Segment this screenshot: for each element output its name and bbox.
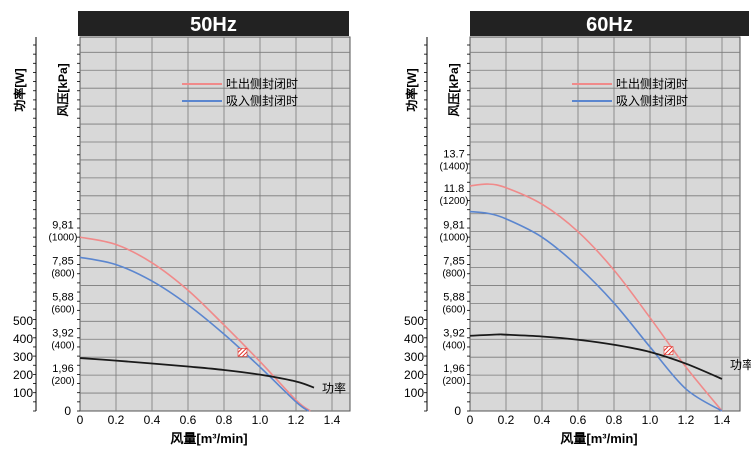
pressure-tick-sublabel: (600) — [51, 304, 74, 315]
x-axis-title: 风量[m³/min] — [170, 431, 247, 446]
power-axis-title: 功率[W] — [404, 68, 419, 111]
pressure-tick-sublabel: (1000) — [440, 232, 469, 243]
pressure-tick-label: 9,81 — [443, 219, 464, 231]
pressure-tick-sublabel: (800) — [51, 268, 74, 279]
power-curve-label: 功率 — [730, 357, 751, 372]
series-line-discharge-closed — [469, 183, 723, 412]
power-tick-label: 200 — [404, 368, 424, 382]
pressure-tick-sublabel: (1200) — [440, 196, 469, 207]
power-tick-label: 400 — [13, 332, 33, 346]
legend-label-suction: 吸入侧封闭时 — [226, 94, 298, 108]
x-tick-label: 0.8 — [216, 413, 233, 427]
power-curve-label: 功率 — [322, 381, 346, 396]
pressure-tick-sublabel: (1400) — [440, 161, 469, 172]
panel-header-bar — [78, 11, 349, 36]
pressure-tick-label: 7,85 — [52, 255, 73, 267]
chart-panel-60Hz: 60Hz 功率[W] 风压[kPa] 500 400 300 200 100 13.7(1400… — [404, 11, 751, 446]
x-tick-label: 1.0 — [642, 413, 659, 427]
operating-point-marker — [663, 346, 674, 355]
pressure-tick-sublabel: (200) — [51, 376, 74, 387]
x-tick-label: 0.6 — [570, 413, 587, 427]
pressure-tick-label: 9,81 — [52, 219, 73, 231]
x-tick-label: 0.2 — [498, 413, 515, 427]
series-line-suction-closed — [79, 256, 310, 412]
pressure-tick-sublabel: (200) — [442, 376, 465, 387]
legend-label-discharge: 吐出侧封闭时 — [616, 77, 688, 91]
pressure-tick-label: 0 — [454, 404, 461, 418]
pressure-axis-title: 风压[kPa] — [447, 63, 461, 116]
plot-area — [469, 36, 741, 412]
pressure-tick-label: 11.8 — [444, 183, 465, 195]
x-tick-label: 0 — [467, 413, 474, 427]
x-tick-label: 0.4 — [534, 413, 551, 427]
x-tick-label: 0.8 — [606, 413, 623, 427]
power-tick-label: 500 — [13, 314, 33, 328]
pressure-tick-sublabel: (400) — [51, 340, 74, 351]
power-tick-label: 500 — [404, 314, 424, 328]
series-line-power — [469, 333, 723, 380]
pressure-tick-label: 13.7 — [443, 148, 464, 160]
power-tick-label: 200 — [13, 368, 33, 382]
x-tick-label: 1.2 — [678, 413, 695, 427]
pressure-tick-sublabel: (800) — [442, 268, 465, 279]
x-tick-label: 1.2 — [288, 413, 305, 427]
power-tick-label: 300 — [404, 350, 424, 364]
pressure-tick-label: 1,96 — [443, 363, 464, 375]
series-line-suction-closed — [469, 210, 723, 412]
panel-header-bar — [470, 11, 749, 36]
operating-point-marker — [237, 348, 248, 357]
x-axis-title: 风量[m³/min] — [560, 431, 637, 446]
pressure-tick-label: 5,88 — [443, 291, 464, 303]
pressure-tick-label: 1,96 — [52, 363, 73, 375]
power-tick-label: 100 — [13, 386, 33, 400]
power-tick-label: 100 — [404, 386, 424, 400]
pressure-axis-title: 风压[kPa] — [56, 63, 70, 116]
x-tick-label: 0.2 — [108, 413, 125, 427]
pressure-tick-label: 3,92 — [443, 327, 464, 339]
pressure-tick-label: 7,85 — [443, 255, 464, 267]
series-line-discharge-closed — [79, 236, 311, 412]
pressure-tick-sublabel: (600) — [442, 304, 465, 315]
x-tick-label: 1.0 — [252, 413, 269, 427]
x-tick-label: 1.4 — [324, 413, 341, 427]
legend-label-discharge: 吐出侧封闭时 — [226, 77, 298, 91]
x-tick-label: 0.4 — [144, 413, 161, 427]
x-tick-label: 0 — [77, 413, 84, 427]
x-tick-label: 1.4 — [714, 413, 731, 427]
plot-area — [79, 36, 351, 412]
pressure-tick-label: 5,88 — [52, 291, 73, 303]
power-tick-label: 400 — [404, 332, 424, 346]
pressure-tick-sublabel: (1000) — [49, 232, 78, 243]
panel-header-title: 50Hz — [190, 14, 237, 36]
power-axis-title: 功率[W] — [12, 68, 27, 111]
x-tick-label: 0.6 — [180, 413, 197, 427]
pressure-tick-label: 3,92 — [52, 327, 73, 339]
legend-label-suction: 吸入侧封闭时 — [616, 94, 688, 108]
series-line-power — [79, 357, 315, 389]
pressure-tick-sublabel: (400) — [442, 340, 465, 351]
pressure-tick-label: 0 — [64, 404, 71, 418]
power-tick-label: 300 — [13, 350, 33, 364]
chart-panel-50Hz: 50Hz 功率[W] 风压[kPa] 500 400 300 200 100 9,81(1000… — [12, 11, 351, 446]
panel-header-title: 60Hz — [586, 14, 633, 36]
